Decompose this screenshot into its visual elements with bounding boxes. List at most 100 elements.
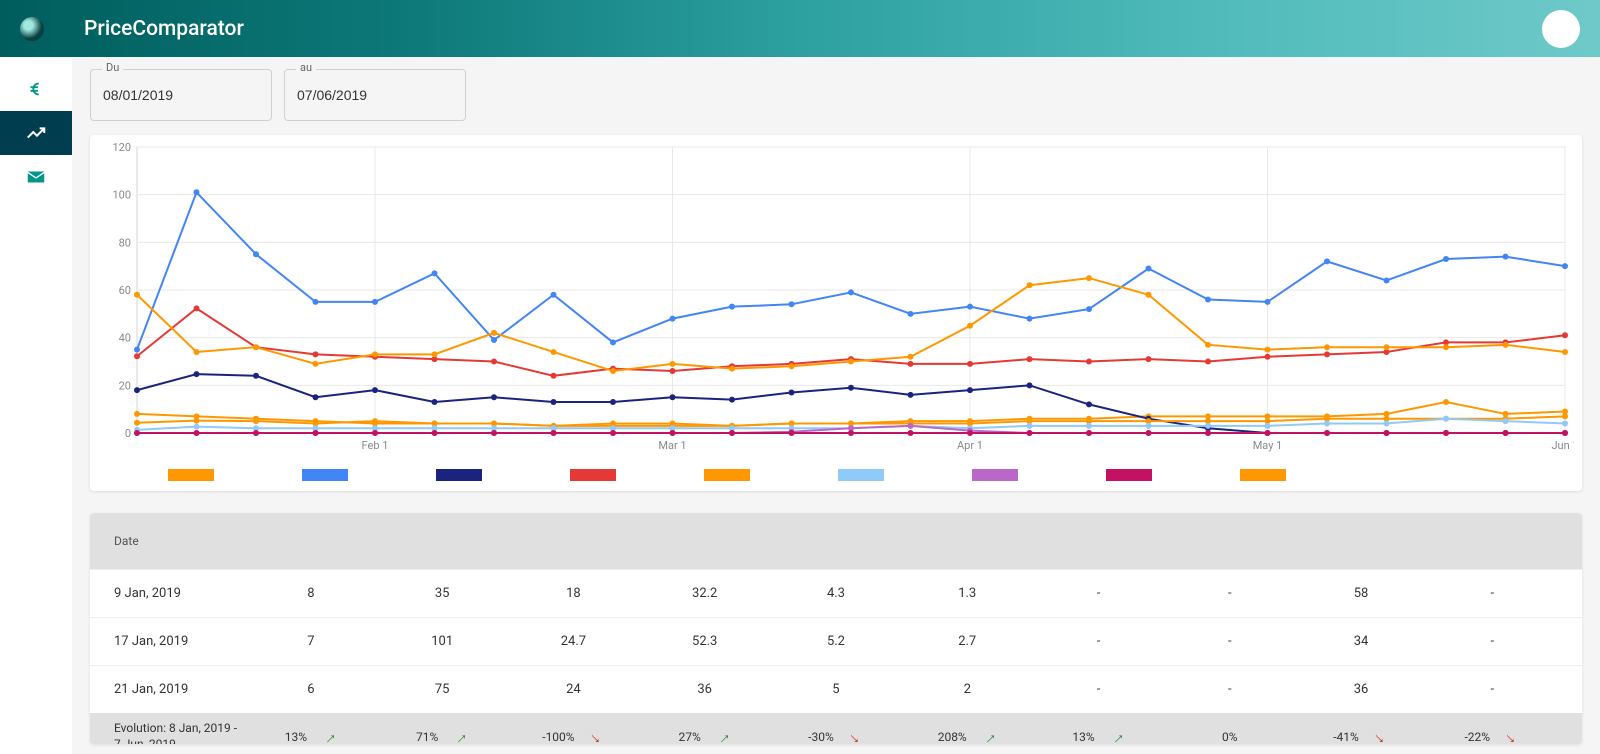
date-range-picker: Du au <box>90 57 1582 135</box>
mail-icon <box>25 166 47 188</box>
trending-up-icon <box>25 122 47 144</box>
table-cell: - <box>1164 634 1295 649</box>
legend-swatch[interactable] <box>302 469 348 481</box>
svg-text:120: 120 <box>112 141 131 154</box>
svg-text:20: 20 <box>119 379 131 392</box>
table-cell: - <box>1164 682 1295 697</box>
svg-text:80: 80 <box>119 236 131 249</box>
svg-text:0: 0 <box>125 427 131 440</box>
legend-swatch[interactable] <box>436 469 482 481</box>
evolution-cell: -100%→ <box>508 727 639 744</box>
legend-swatch[interactable] <box>972 469 1018 481</box>
table-row: 21 Jan, 2019675243652--36- <box>90 665 1582 713</box>
sidebar-item-mail[interactable] <box>0 155 72 199</box>
table-cell: 75 <box>377 682 508 697</box>
table-cell: 1.3 <box>902 586 1033 601</box>
table-cell: 6 <box>245 682 376 697</box>
legend-swatch[interactable] <box>570 469 616 481</box>
svg-text:Mar 1: Mar 1 <box>658 439 686 452</box>
table-evolution-row: Evolution: 8 Jan, 2019 - 7 Jun, 201913%→… <box>90 713 1582 744</box>
legend-swatch[interactable] <box>1240 469 1286 481</box>
svg-text:Jun 1: Jun 1 <box>1551 439 1574 452</box>
table-cell: 2.7 <box>902 634 1033 649</box>
table-row: 9 Jan, 20198351832.24.31.3--58- <box>90 569 1582 617</box>
arrow-down-icon: → <box>584 724 609 744</box>
arrow-down-icon: → <box>1368 724 1393 744</box>
table-cell-date: 21 Jan, 2019 <box>114 682 245 697</box>
app-logo-icon <box>20 17 44 41</box>
user-avatar[interactable] <box>1542 10 1580 48</box>
sidebar <box>0 57 72 754</box>
table-cell: - <box>1427 634 1558 649</box>
evolution-cell: 0% <box>1164 730 1295 744</box>
evolution-cell: -22%→ <box>1427 727 1558 744</box>
table-cell: 101 <box>377 634 508 649</box>
legend-swatch[interactable] <box>168 469 214 481</box>
svg-text:100: 100 <box>112 189 131 202</box>
table-cell: - <box>1033 634 1164 649</box>
table-cell: - <box>1164 586 1295 601</box>
date-to-label: au <box>296 61 316 74</box>
sidebar-item-pricing[interactable] <box>0 67 72 111</box>
app-title: PriceComparator <box>84 17 244 41</box>
svg-text:May 1: May 1 <box>1253 439 1283 452</box>
legend-swatch[interactable] <box>704 469 750 481</box>
table-cell: 7 <box>245 634 376 649</box>
evolution-cell: -41%→ <box>1295 727 1426 744</box>
evolution-cell: 71%→ <box>377 727 508 744</box>
table-header: Date <box>90 513 1582 569</box>
table-cell: 58 <box>1295 586 1426 601</box>
chart-card: 0 20 40 60 80 100 120 Feb 1 Mar 1 Apr 1 May 1 Jun 1 <box>90 135 1582 491</box>
date-to-input[interactable] <box>284 69 466 121</box>
table-cell: - <box>1427 682 1558 697</box>
svg-text:40: 40 <box>119 332 131 345</box>
line-chart: 0 20 40 60 80 100 120 Feb 1 Mar 1 Apr 1 May 1 Jun 1 <box>98 141 1574 463</box>
table-cell-date: 17 Jan, 2019 <box>114 634 245 649</box>
table-cell: 2 <box>902 682 1033 697</box>
table-cell: 5 <box>770 682 901 697</box>
table-cell-date: 9 Jan, 2019 <box>114 586 245 601</box>
table-cell: 32.2 <box>639 586 770 601</box>
arrow-up-icon: → <box>448 724 473 744</box>
arrow-up-icon: → <box>1104 724 1129 744</box>
evolution-cell: 13%→ <box>1033 727 1164 744</box>
app-header: PriceComparator <box>0 0 1600 57</box>
table-header-date: Date <box>114 534 139 548</box>
svg-text:60: 60 <box>119 284 131 297</box>
table-cell: 52.3 <box>639 634 770 649</box>
table-row: 17 Jan, 2019710124.752.35.22.7--34- <box>90 617 1582 665</box>
table-cell: - <box>1033 682 1164 697</box>
table-cell: 36 <box>639 682 770 697</box>
main-content: Du au 0 20 40 60 80 100 120 Feb 1 Mar 1 Apr 1 May … <box>72 57 1600 754</box>
date-from-field: Du <box>90 69 272 121</box>
evolution-label: Evolution: 8 Jan, 2019 - 7 Jun, 2019 <box>114 721 245 744</box>
table-cell: 36 <box>1295 682 1426 697</box>
table-cell: 4.3 <box>770 586 901 601</box>
arrow-up-icon: → <box>976 724 1001 744</box>
evolution-cell: 13%→ <box>245 727 376 744</box>
arrow-down-icon: → <box>843 724 868 744</box>
table-cell: - <box>1427 586 1558 601</box>
table-cell: 8 <box>245 586 376 601</box>
svg-text:Apr 1: Apr 1 <box>957 439 983 452</box>
arrow-down-icon: → <box>1499 724 1524 744</box>
evolution-cell: 27%→ <box>639 727 770 744</box>
evolution-cell: -30%→ <box>770 727 901 744</box>
sidebar-item-trends[interactable] <box>0 111 72 155</box>
table-cell: 24.7 <box>508 634 639 649</box>
legend-swatch[interactable] <box>838 469 884 481</box>
table-cell: 35 <box>377 586 508 601</box>
svg-text:Feb 1: Feb 1 <box>362 439 389 452</box>
data-table: Date 9 Jan, 20198351832.24.31.3--58-17 J… <box>90 513 1582 744</box>
arrow-up-icon: → <box>710 724 735 744</box>
evolution-cell: 208%→ <box>902 727 1033 744</box>
table-cell: 5.2 <box>770 634 901 649</box>
table-cell: 18 <box>508 586 639 601</box>
arrow-up-icon: → <box>316 724 341 744</box>
date-to-field: au <box>284 69 466 121</box>
legend-swatch[interactable] <box>1106 469 1152 481</box>
euro-icon <box>25 78 47 100</box>
table-cell: 34 <box>1295 634 1426 649</box>
date-from-input[interactable] <box>90 69 272 121</box>
chart-legend <box>98 463 1574 483</box>
